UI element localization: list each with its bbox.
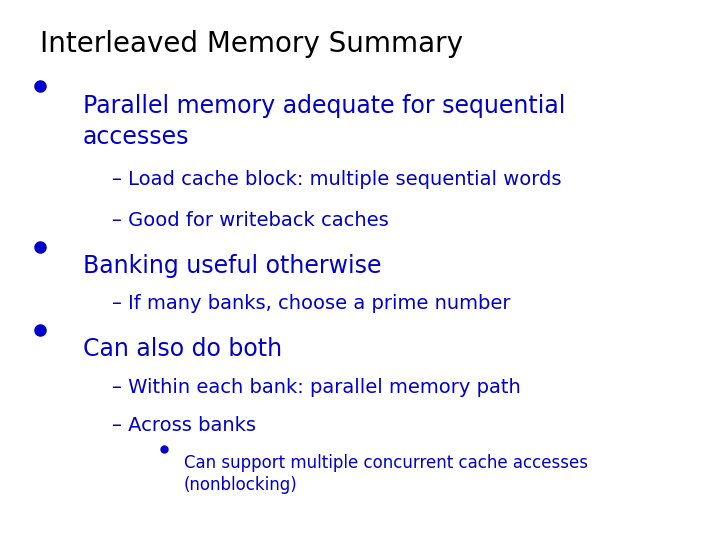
Text: Can also do both: Can also do both [83,338,282,361]
Text: – Within each bank: parallel memory path: – Within each bank: parallel memory path [112,378,521,397]
Text: – If many banks, choose a prime number: – If many banks, choose a prime number [112,294,510,313]
Text: – Good for writeback caches: – Good for writeback caches [112,211,388,229]
Text: Interleaved Memory Summary: Interleaved Memory Summary [40,30,463,58]
Text: Parallel memory adequate for sequential
accesses: Parallel memory adequate for sequential … [83,94,565,149]
Text: Banking useful otherwise: Banking useful otherwise [83,254,382,278]
Text: Can support multiple concurrent cache accesses
(nonblocking): Can support multiple concurrent cache ac… [184,454,588,495]
Text: – Load cache block: multiple sequential words: – Load cache block: multiple sequential … [112,170,561,189]
Text: – Across banks: – Across banks [112,416,256,435]
